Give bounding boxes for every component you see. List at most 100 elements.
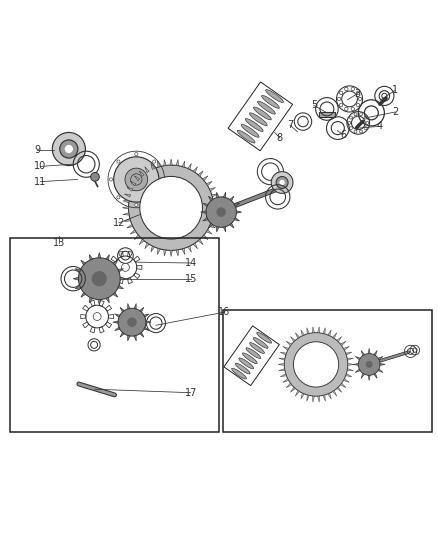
- Polygon shape: [378, 357, 383, 360]
- Polygon shape: [307, 328, 309, 334]
- Polygon shape: [209, 224, 215, 228]
- Text: 7: 7: [287, 120, 293, 130]
- Polygon shape: [202, 176, 208, 181]
- Polygon shape: [312, 327, 314, 333]
- Circle shape: [65, 145, 73, 153]
- Text: 9: 9: [34, 145, 40, 155]
- Polygon shape: [323, 395, 325, 401]
- Polygon shape: [217, 227, 219, 232]
- Text: 6: 6: [340, 130, 346, 140]
- Polygon shape: [120, 307, 124, 312]
- Polygon shape: [332, 333, 337, 338]
- Polygon shape: [128, 335, 130, 341]
- Polygon shape: [286, 341, 292, 346]
- Polygon shape: [164, 159, 166, 166]
- Polygon shape: [198, 239, 203, 245]
- Polygon shape: [374, 351, 377, 356]
- Polygon shape: [151, 246, 155, 252]
- Polygon shape: [332, 391, 337, 396]
- Polygon shape: [113, 260, 118, 265]
- Circle shape: [284, 333, 348, 396]
- Polygon shape: [374, 373, 377, 378]
- Circle shape: [91, 173, 99, 181]
- Polygon shape: [127, 188, 133, 191]
- Polygon shape: [279, 369, 285, 370]
- Circle shape: [366, 361, 373, 368]
- Polygon shape: [134, 235, 140, 240]
- Polygon shape: [139, 239, 144, 245]
- Polygon shape: [295, 333, 300, 338]
- Circle shape: [121, 263, 129, 271]
- Polygon shape: [145, 243, 149, 249]
- Polygon shape: [295, 391, 300, 396]
- Polygon shape: [234, 203, 240, 207]
- Text: 17: 17: [184, 387, 197, 398]
- Polygon shape: [123, 200, 129, 203]
- Polygon shape: [279, 358, 285, 360]
- Polygon shape: [353, 364, 358, 366]
- Polygon shape: [217, 192, 219, 198]
- Polygon shape: [120, 333, 124, 337]
- Polygon shape: [206, 181, 212, 185]
- Polygon shape: [307, 395, 309, 401]
- Text: 5: 5: [311, 100, 317, 110]
- Text: 4: 4: [376, 122, 382, 131]
- Circle shape: [117, 196, 120, 199]
- Polygon shape: [170, 159, 172, 165]
- Circle shape: [117, 160, 120, 163]
- Ellipse shape: [237, 130, 255, 143]
- Polygon shape: [128, 303, 130, 309]
- Polygon shape: [230, 223, 234, 228]
- Polygon shape: [164, 250, 166, 256]
- Polygon shape: [193, 167, 198, 173]
- Circle shape: [114, 157, 159, 202]
- Polygon shape: [188, 246, 191, 252]
- Text: 16: 16: [218, 307, 230, 317]
- Polygon shape: [145, 167, 149, 173]
- Polygon shape: [144, 327, 149, 330]
- Polygon shape: [328, 393, 331, 399]
- Ellipse shape: [257, 333, 272, 343]
- Ellipse shape: [249, 113, 267, 126]
- Polygon shape: [144, 314, 149, 317]
- Polygon shape: [301, 330, 304, 336]
- Polygon shape: [73, 277, 78, 280]
- Polygon shape: [361, 373, 364, 378]
- Text: 11: 11: [35, 176, 47, 187]
- Polygon shape: [115, 314, 120, 317]
- Polygon shape: [212, 219, 218, 222]
- Circle shape: [78, 258, 120, 300]
- Polygon shape: [237, 211, 242, 213]
- Polygon shape: [182, 248, 185, 255]
- Polygon shape: [208, 223, 212, 228]
- Polygon shape: [124, 194, 131, 197]
- Polygon shape: [337, 336, 342, 342]
- Polygon shape: [337, 387, 342, 392]
- Bar: [224, 326, 279, 385]
- Polygon shape: [81, 293, 85, 297]
- Polygon shape: [139, 171, 144, 176]
- Polygon shape: [170, 251, 172, 256]
- Polygon shape: [347, 358, 353, 360]
- Polygon shape: [355, 369, 360, 373]
- Polygon shape: [140, 333, 144, 337]
- Polygon shape: [130, 230, 136, 234]
- Polygon shape: [280, 352, 286, 355]
- Polygon shape: [212, 194, 218, 197]
- Polygon shape: [290, 336, 295, 342]
- Polygon shape: [378, 369, 383, 373]
- Polygon shape: [182, 161, 185, 167]
- Polygon shape: [134, 176, 140, 181]
- Polygon shape: [347, 369, 353, 370]
- Ellipse shape: [254, 107, 271, 120]
- Polygon shape: [115, 327, 120, 330]
- Bar: [223, 310, 432, 432]
- Circle shape: [135, 203, 138, 206]
- Circle shape: [125, 168, 148, 191]
- Polygon shape: [280, 374, 286, 377]
- Polygon shape: [134, 335, 136, 341]
- Polygon shape: [346, 352, 352, 355]
- Circle shape: [358, 353, 380, 375]
- Polygon shape: [368, 349, 370, 353]
- Polygon shape: [202, 235, 208, 240]
